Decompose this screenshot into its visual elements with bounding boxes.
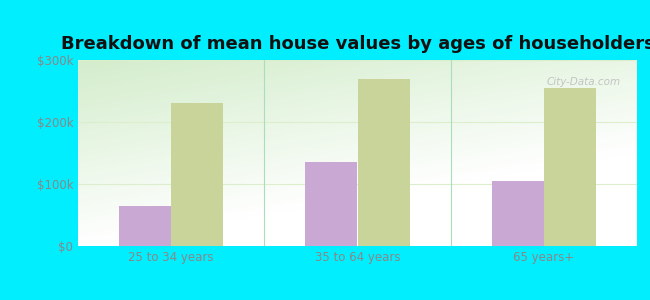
- Bar: [491, 181, 544, 246]
- Bar: [119, 206, 171, 246]
- Title: Breakdown of mean house values by ages of householders: Breakdown of mean house values by ages o…: [60, 35, 650, 53]
- Bar: [306, 162, 358, 246]
- Bar: [171, 103, 224, 246]
- Bar: [544, 88, 596, 246]
- Bar: [358, 79, 410, 246]
- Text: City-Data.com: City-Data.com: [546, 77, 620, 87]
